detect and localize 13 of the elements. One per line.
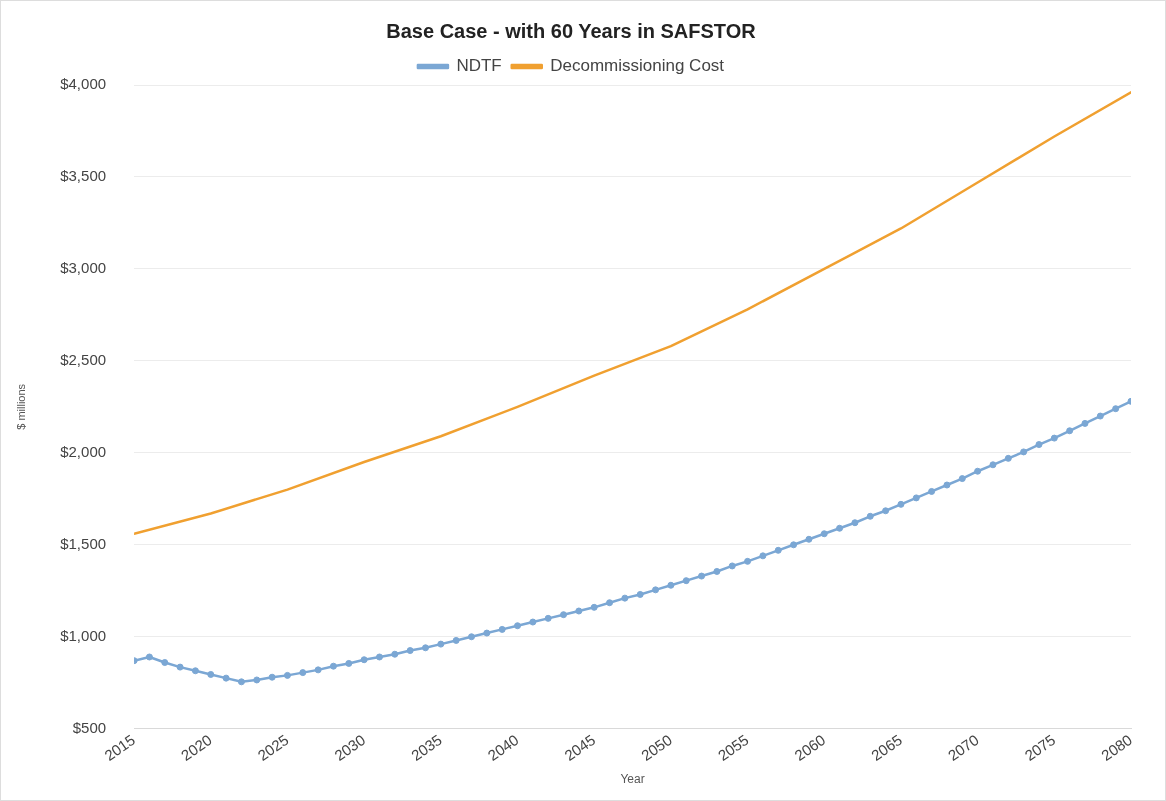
legend-label: NDTF (456, 56, 502, 76)
y-tick-label: $500 (72, 718, 107, 736)
y-tick-label: $3,000 (60, 259, 107, 277)
y-tick-label: $1,000 (60, 626, 107, 644)
y-tick-label: $1,500 (60, 534, 107, 552)
legend-label: Decommissioning Cost (550, 56, 725, 76)
y-tick-label: $2,500 (60, 351, 107, 369)
y-tick-label: $2,000 (60, 442, 107, 460)
y-tick-label: $3,500 (60, 167, 107, 185)
y-axis-title: $ millions (14, 383, 27, 430)
x-axis-title: Year (620, 772, 645, 787)
y-tick-label: $4,000 (60, 75, 107, 93)
chart-title: Base Case - with 60 Years in SAFSTOR (386, 19, 757, 42)
